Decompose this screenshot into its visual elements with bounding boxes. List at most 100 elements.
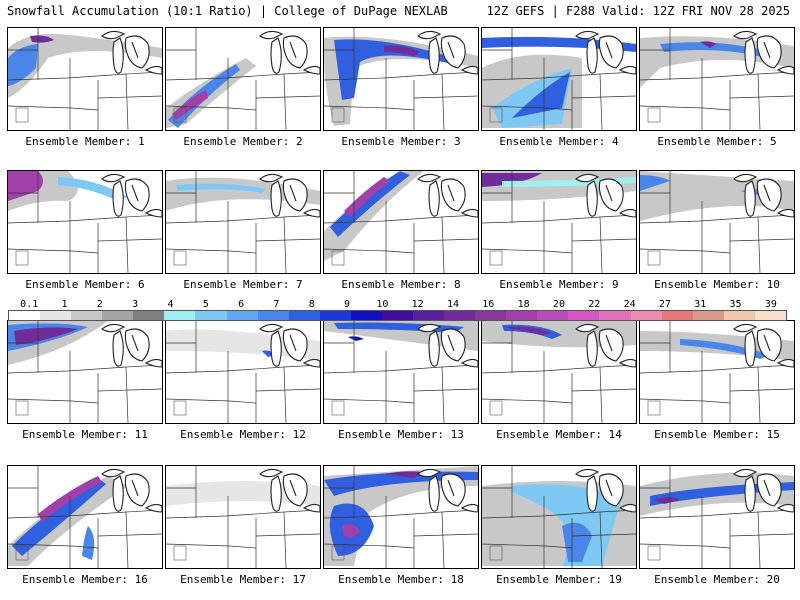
snowfall-map bbox=[640, 171, 794, 273]
legend-tick-label: 10 bbox=[376, 299, 389, 310]
legend-swatch bbox=[754, 311, 786, 320]
map-panel-member-6 bbox=[7, 170, 163, 274]
ensemble-member-label: Ensemble Member: 3 bbox=[341, 135, 461, 148]
snowfall-map bbox=[324, 171, 478, 273]
ensemble-member-label: Ensemble Member: 2 bbox=[183, 135, 303, 148]
legend-tick-label: 27 bbox=[658, 299, 671, 310]
legend-tick-labels: 0.1 1 2 3 4 5 6 7 8 9 10 12 14 16 18 20 22 24 27 31 35 39 bbox=[8, 299, 788, 310]
legend-tick-label: 5 bbox=[202, 299, 209, 310]
legend-tick-label: 1 bbox=[61, 299, 68, 310]
legend-swatch bbox=[9, 311, 41, 320]
legend-tick-label: 12 bbox=[411, 299, 424, 310]
legend-tick-label: 22 bbox=[588, 299, 601, 310]
legend-tick-label: 14 bbox=[446, 299, 460, 310]
map-panel-member-5 bbox=[639, 27, 795, 131]
legend-tick-label: 16 bbox=[482, 299, 495, 310]
map-panel-member-12 bbox=[165, 320, 321, 424]
legend-tick-label: 39 bbox=[764, 299, 777, 310]
ensemble-member-label: Ensemble Member: 15 bbox=[654, 428, 780, 441]
legend-tick-label: 0.1 bbox=[20, 299, 39, 310]
map-panel-member-4 bbox=[481, 27, 637, 131]
legend-swatch bbox=[537, 311, 569, 320]
map-panel-member-3 bbox=[323, 27, 479, 131]
ensemble-member-label: Ensemble Member: 19 bbox=[496, 573, 622, 586]
snowfall-map bbox=[640, 28, 794, 130]
legend-tick-label: 18 bbox=[517, 299, 530, 310]
legend-tick-label: 20 bbox=[552, 299, 565, 310]
legend-swatch bbox=[692, 311, 724, 320]
legend-tick-label: 35 bbox=[729, 299, 742, 310]
legend-tick-label: 24 bbox=[623, 299, 636, 310]
legend-tick-label: 31 bbox=[694, 299, 707, 310]
legend-swatch bbox=[319, 311, 351, 320]
ensemble-member-label: Ensemble Member: 4 bbox=[499, 135, 619, 148]
ensemble-member-label: Ensemble Member: 1 bbox=[25, 135, 145, 148]
map-panel-member-7 bbox=[165, 170, 321, 274]
snowfall-map bbox=[166, 28, 320, 130]
snowfall-color-legend bbox=[8, 310, 787, 321]
legend-tick-label: 9 bbox=[344, 299, 351, 310]
legend-swatch bbox=[381, 311, 414, 320]
map-title: Snowfall Accumulation (10:1 Ratio) | Col… bbox=[7, 4, 448, 18]
ensemble-member-label: Ensemble Member: 10 bbox=[654, 278, 780, 291]
ensemble-member-label: Ensemble Member: 17 bbox=[180, 573, 306, 586]
snowfall-map bbox=[166, 321, 320, 423]
map-panel-member-18 bbox=[323, 465, 479, 569]
legend-tick-label: 4 bbox=[167, 299, 174, 310]
snowfall-map bbox=[166, 171, 320, 273]
legend-swatch bbox=[226, 311, 258, 320]
legend-swatch bbox=[133, 311, 165, 320]
legend-tick-label: 6 bbox=[238, 299, 245, 310]
legend-swatch bbox=[413, 311, 445, 320]
snowfall-map bbox=[8, 321, 162, 423]
legend-swatch bbox=[723, 311, 755, 320]
map-panel-member-17 bbox=[165, 465, 321, 569]
map-panel-member-20 bbox=[639, 465, 795, 569]
map-panel-member-8 bbox=[323, 170, 479, 274]
ensemble-member-label: Ensemble Member: 20 bbox=[654, 573, 780, 586]
map-panel-member-9 bbox=[481, 170, 637, 274]
legend-swatch bbox=[40, 311, 72, 320]
ensemble-member-label: Ensemble Member: 16 bbox=[22, 573, 148, 586]
ensemble-member-label: Ensemble Member: 11 bbox=[22, 428, 148, 441]
legend-tick-label: 8 bbox=[308, 299, 315, 310]
snowfall-map bbox=[640, 321, 794, 423]
legend-swatch bbox=[630, 311, 662, 320]
snowfall-map bbox=[324, 28, 478, 130]
snowfall-map bbox=[8, 171, 162, 273]
map-panel-member-15 bbox=[639, 320, 795, 424]
ensemble-member-label: Ensemble Member: 6 bbox=[25, 278, 145, 291]
map-panel-member-1 bbox=[7, 27, 163, 131]
ensemble-member-label: Ensemble Member: 7 bbox=[183, 278, 303, 291]
snowfall-map bbox=[8, 28, 162, 130]
legend-swatch bbox=[195, 311, 227, 320]
snowfall-map bbox=[324, 321, 478, 423]
legend-swatch bbox=[506, 311, 538, 320]
ensemble-member-label: Ensemble Member: 8 bbox=[341, 278, 461, 291]
ensemble-member-label: Ensemble Member: 9 bbox=[499, 278, 619, 291]
map-panel-member-10 bbox=[639, 170, 795, 274]
snowfall-map bbox=[482, 28, 636, 130]
snowfall-map bbox=[8, 466, 162, 568]
model-run-info: 12Z GEFS | F288 Valid: 12Z FRI NOV 28 20… bbox=[486, 4, 790, 18]
legend-swatch bbox=[102, 311, 134, 320]
map-panel-member-16 bbox=[7, 465, 163, 569]
map-panel-member-19 bbox=[481, 465, 637, 569]
ensemble-member-label: Ensemble Member: 14 bbox=[496, 428, 622, 441]
ensemble-member-label: Ensemble Member: 12 bbox=[180, 428, 306, 441]
map-panel-member-11 bbox=[7, 320, 163, 424]
legend-swatch bbox=[475, 311, 507, 320]
legend-swatch bbox=[661, 311, 693, 320]
ensemble-member-label: Ensemble Member: 5 bbox=[657, 135, 777, 148]
map-panel-member-2 bbox=[165, 27, 321, 131]
ensemble-member-label: Ensemble Member: 13 bbox=[338, 428, 464, 441]
map-panel-member-14 bbox=[481, 320, 637, 424]
legend-swatch bbox=[257, 311, 289, 320]
legend-swatch bbox=[599, 311, 631, 320]
snowfall-map bbox=[640, 466, 794, 568]
legend-tick-label: 2 bbox=[96, 299, 103, 310]
legend-swatch bbox=[164, 311, 196, 320]
legend-swatch bbox=[444, 311, 476, 320]
legend-swatch bbox=[71, 311, 103, 320]
legend-tick-label: 7 bbox=[273, 299, 280, 310]
